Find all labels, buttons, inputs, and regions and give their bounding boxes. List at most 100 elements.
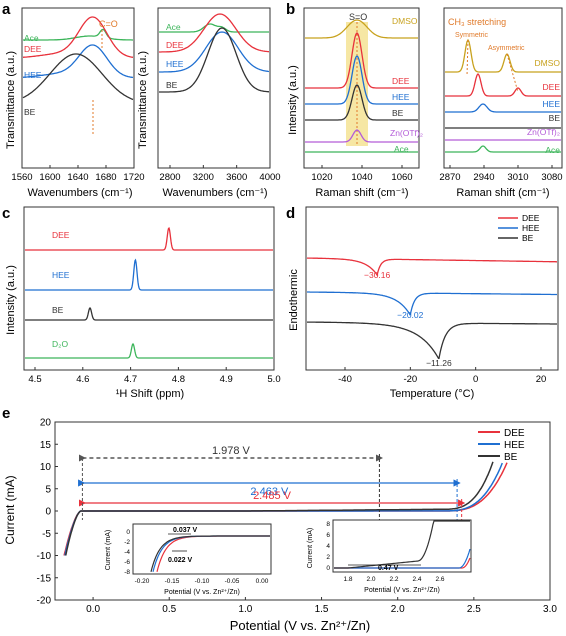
b-right-symmetric-label: Symmetric <box>455 32 489 39</box>
b-left-annotation: S=O <box>349 12 367 22</box>
e-inset2-series <box>334 520 471 569</box>
b-left-ylabel: Intensity (a.u.) <box>287 65 299 135</box>
e-ytick-label: 20 <box>40 418 52 429</box>
c-label-HEE: HEE <box>52 270 70 280</box>
c-series: DEE HEE BE D₂O <box>25 226 273 359</box>
b-left-line-ZnOTf <box>305 129 418 143</box>
e-inset2-frame <box>332 519 472 573</box>
e-ytick-label: 5 <box>45 484 51 495</box>
e-inset2-xtick-label: 2.2 <box>389 576 398 583</box>
e-inset2-ylabel: Current (mA) <box>307 528 314 568</box>
e-ytick-label: -5 <box>42 529 51 540</box>
e-inset2-xtick-label: 2.4 <box>412 576 421 583</box>
e-inset1-series <box>150 535 270 572</box>
a-left-line-Ace <box>23 28 133 41</box>
a-left-ylabel: Transmittance (a.u.) <box>5 51 17 149</box>
e-series <box>63 461 508 556</box>
e-ytick-label: -15 <box>37 573 52 584</box>
d-line-HEE <box>307 291 557 316</box>
b-right-label-DMSO: DMSO <box>535 58 561 68</box>
b-left-xlabel: Raman shift (cm⁻¹) <box>315 187 408 199</box>
e-inset2-ytick-label: 0 <box>326 565 330 572</box>
c-frame <box>23 206 275 371</box>
e-xlabel: Potential (V vs. Zn²⁺/Zn) <box>230 618 371 633</box>
a-right-tick-label: 4000 <box>259 172 280 183</box>
e-xtick-label: 3.0 <box>543 604 557 615</box>
d-tick-label: -20 <box>403 374 417 385</box>
b-right-asym-line <box>506 53 519 93</box>
a-right-line-DEE <box>159 13 270 53</box>
e-legend-label-HEE: HEE <box>504 440 525 451</box>
e-window-annotations: 1.978 V 2.463 V2.485 V <box>78 445 466 520</box>
d-peak-label-BE: −11.26 <box>426 358 452 368</box>
e-xtick-label: 1.5 <box>315 604 329 615</box>
a-left-label-BE: BE <box>24 107 36 117</box>
b-right-tick-label: 3010 <box>507 172 528 183</box>
e-xtick-label: 2.5 <box>467 604 481 615</box>
e-xtick-label: 0.0 <box>86 604 100 615</box>
e-window-label-HEE: 2.463 V <box>250 486 289 498</box>
c-tick-label: 4.8 <box>172 374 185 385</box>
b-right-tick-label: 2940 <box>473 172 494 183</box>
d-xticks: -40 -20 0 20 <box>338 367 546 385</box>
c-tick-label: 4.5 <box>28 374 41 385</box>
c-xticks: 4.5 4.6 4.7 4.8 4.9 5.0 <box>28 367 281 385</box>
c-line-D2O <box>25 342 273 359</box>
a-left-tick-label: 1640 <box>67 172 88 183</box>
e-inset1-ytick-label: -8 <box>124 569 130 576</box>
e-inset2-ann: 0.47 V <box>378 565 399 572</box>
d-xlabel: Temperature (°C) <box>390 388 474 400</box>
panel-label-c: c <box>2 205 10 222</box>
a-right-tick-label: 3200 <box>193 172 214 183</box>
e-inset1-ticks: -0.20 -0.15 -0.10 -0.05 0.00 0 -2 -4 -6 -8 <box>124 529 268 585</box>
d-line-BE <box>307 321 557 360</box>
e-xtick-label: 2.0 <box>391 604 405 615</box>
e-window-label-BE: 1.978 V <box>212 445 251 457</box>
e-legend-label-DEE: DEE <box>504 428 525 439</box>
b-right-label-DEE: DEE <box>543 82 561 92</box>
e-inset2-ytick-label: 2 <box>326 554 330 561</box>
e-inset2-xtick-label: 2.6 <box>435 576 444 583</box>
e-legend-label-BE: BE <box>504 452 518 463</box>
b-right-sym-line <box>466 39 469 77</box>
d-legend-label-HEE: HEE <box>522 223 540 233</box>
a-left-label-HEE: HEE <box>24 70 42 80</box>
e-inset1-xlabel: Potential (V vs. Zn²⁺/Zn) <box>164 589 240 596</box>
c-line-BE <box>25 307 273 321</box>
c-tick-label: 4.9 <box>220 374 233 385</box>
b-left-tick-label: 1060 <box>391 172 412 183</box>
b-right-tick-label: 2870 <box>439 172 460 183</box>
c-tick-label: 4.7 <box>124 374 137 385</box>
b-right-label-ZnOTf: Zn(OTf)₂ <box>527 127 560 137</box>
e-inset1-xtick-label: -0.20 <box>135 578 150 585</box>
e-ytick-label: 0 <box>45 507 51 518</box>
a-left-tick-label: 1560 <box>11 172 32 183</box>
e-ylabel: Current (mA) <box>3 475 17 544</box>
a-right-tick-label: 3600 <box>226 172 247 183</box>
a-left-label-Ace: Ace <box>24 33 39 43</box>
a-left-tick-label: 1680 <box>95 172 116 183</box>
c-line-DEE <box>25 226 273 251</box>
b-right-xticks: 2870 2940 3010 3080 <box>439 165 563 183</box>
a-right-line-BE <box>159 27 270 93</box>
c-ylabel: Intensity (a.u.) <box>5 265 17 335</box>
e-inset2-xlabel: Potential (V vs. Zn²⁺/Zn) <box>364 587 440 594</box>
panel-label-d: d <box>286 205 295 222</box>
a-right-frame <box>157 7 271 169</box>
c-label-BE: BE <box>52 305 64 315</box>
e-inset1-ylabel: Current (mA) <box>105 530 112 570</box>
b-right-label-HEE: HEE <box>543 99 561 109</box>
b-right-tick-label: 3080 <box>541 172 562 183</box>
b-right-label-BE: BE <box>549 113 561 123</box>
e-inset2-line-HEE <box>334 548 471 569</box>
a-right-label-HEE: HEE <box>166 59 184 69</box>
d-tick-label: 0 <box>473 374 478 385</box>
e-inset2-ticks: 1.8 2.0 2.2 2.4 2.6 8 6 4 2 0 <box>326 521 445 583</box>
e-inset1-xtick-label: -0.15 <box>165 578 180 585</box>
a-left-annotation: C=O <box>99 19 118 29</box>
e-yticks: 20 15 10 5 0 -5 -10 -15 -20 <box>37 418 58 607</box>
e-inset2-xtick-label: 1.8 <box>343 576 352 583</box>
e-ytick-label: -10 <box>37 551 52 562</box>
